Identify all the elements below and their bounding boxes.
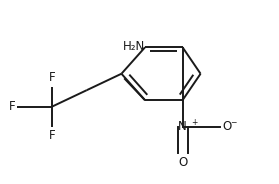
Text: N: N	[178, 120, 187, 133]
Text: O: O	[222, 120, 232, 133]
Text: H₂N: H₂N	[123, 40, 145, 53]
Text: F: F	[49, 71, 55, 84]
Text: −: −	[230, 118, 237, 127]
Text: O: O	[178, 156, 187, 169]
Text: F: F	[49, 129, 55, 142]
Text: +: +	[191, 118, 197, 127]
Text: F: F	[8, 100, 15, 113]
